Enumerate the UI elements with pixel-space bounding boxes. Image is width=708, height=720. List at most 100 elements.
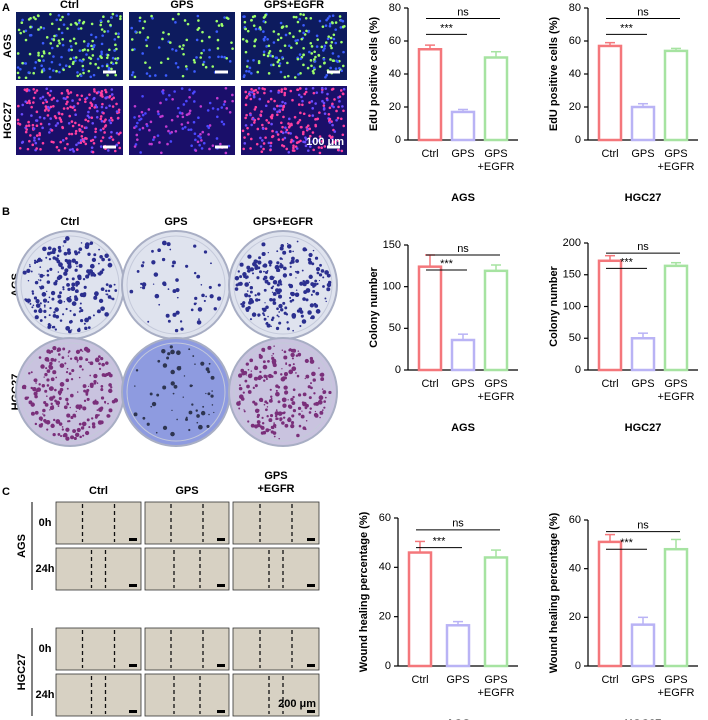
nucleus <box>244 103 248 107</box>
nucleus <box>135 133 139 137</box>
colony <box>277 411 283 416</box>
nucleus <box>149 120 153 124</box>
colony <box>262 360 266 364</box>
nucleus <box>113 149 117 153</box>
colony <box>268 418 273 423</box>
nucleus <box>275 113 279 117</box>
image-bg <box>55 673 142 717</box>
colony <box>283 350 287 354</box>
colony <box>76 427 81 433</box>
colony <box>277 279 282 284</box>
colony <box>171 409 173 412</box>
colony <box>267 251 269 254</box>
nucleus <box>67 92 70 95</box>
nucleus <box>298 53 302 56</box>
nucleus <box>256 70 260 74</box>
colony <box>63 301 66 303</box>
bar <box>663 264 689 372</box>
colony <box>29 302 32 305</box>
colony <box>310 282 315 287</box>
nucleus <box>110 97 114 101</box>
colony <box>295 372 297 374</box>
column-header: GPS+EGFR <box>258 470 295 495</box>
colony <box>249 286 254 290</box>
time-label: 0h <box>39 643 52 655</box>
nucleus <box>267 141 271 145</box>
colony <box>280 373 283 376</box>
nucleus <box>259 114 263 117</box>
colony <box>272 285 275 288</box>
nucleus <box>35 89 39 92</box>
colony <box>286 321 289 324</box>
nucleus <box>200 147 204 150</box>
colony <box>114 289 118 292</box>
nucleus <box>38 115 42 119</box>
colony <box>243 370 248 375</box>
colony <box>33 378 38 383</box>
colony <box>243 275 247 279</box>
colony <box>167 319 171 323</box>
bar <box>630 337 656 372</box>
colony <box>266 406 269 408</box>
error-bar <box>671 261 681 266</box>
column-header: Ctrl <box>60 0 79 11</box>
colony <box>246 384 250 389</box>
nucleus <box>141 113 145 117</box>
plate-rim <box>20 235 120 335</box>
colony <box>83 389 87 393</box>
x-tick-label: GPS +EGFR <box>478 148 515 173</box>
nucleus <box>61 43 65 47</box>
colony <box>265 376 268 379</box>
colony <box>34 280 39 285</box>
colony <box>86 397 90 401</box>
colony <box>62 347 66 351</box>
colony <box>135 369 139 372</box>
colony <box>58 397 62 401</box>
nucleus <box>220 106 224 109</box>
nucleus <box>217 24 221 27</box>
colony <box>263 403 266 406</box>
nucleus <box>334 21 338 24</box>
colony <box>276 250 279 253</box>
nucleus <box>148 74 152 78</box>
colony <box>205 392 207 395</box>
scale-bar <box>129 538 137 541</box>
colony <box>98 298 104 304</box>
significance-label: ns <box>457 6 469 18</box>
colony <box>74 268 78 272</box>
colony <box>83 399 87 403</box>
scale-bar <box>129 584 137 587</box>
nucleus <box>174 49 178 52</box>
colony <box>101 387 103 390</box>
nucleus <box>82 71 85 75</box>
colony <box>71 301 77 306</box>
colony <box>210 262 212 265</box>
nucleus <box>302 13 305 17</box>
colony <box>202 405 205 408</box>
colony <box>175 287 180 293</box>
nucleus <box>68 148 72 152</box>
nucleus <box>248 93 252 97</box>
colony <box>325 300 327 303</box>
colony <box>290 397 294 402</box>
colony <box>284 423 289 428</box>
colony <box>50 377 55 382</box>
nucleus <box>34 141 38 145</box>
nucleus <box>322 104 326 107</box>
nucleus <box>302 46 305 50</box>
colony <box>308 411 312 414</box>
colony <box>40 419 43 422</box>
nucleus <box>328 106 332 110</box>
nucleus <box>110 88 114 91</box>
nucleus <box>283 136 287 140</box>
nucleus <box>296 57 300 61</box>
colony <box>93 253 97 257</box>
nucleus <box>100 42 104 46</box>
colony <box>292 329 294 332</box>
nucleus <box>331 141 335 144</box>
colony <box>250 370 253 372</box>
colony <box>272 363 277 368</box>
colony <box>262 312 265 315</box>
nucleus <box>298 29 302 33</box>
wound-image <box>144 501 230 545</box>
